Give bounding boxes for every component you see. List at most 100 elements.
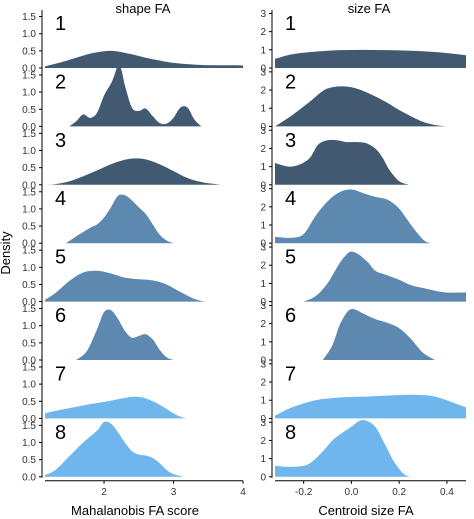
y-tick-label: 0 <box>260 180 266 191</box>
y-tick-label: 1 <box>260 221 266 232</box>
y-tick-label: 0.0 <box>22 472 36 483</box>
ridge-label-1: 1 <box>285 13 296 35</box>
y-tick-label: 1 <box>260 162 266 173</box>
y-tick-label: 1.5 <box>22 70 36 81</box>
y-tick-label: 1.5 <box>22 246 36 257</box>
ridge-label-7: 7 <box>55 363 66 385</box>
x-tick-label: 0.2 <box>392 487 406 498</box>
y-tick-label: 1.0 <box>22 146 36 157</box>
ridge-label-5: 5 <box>285 247 296 269</box>
y-tick-label: 0.0 <box>22 297 36 308</box>
density-area-5 <box>303 251 466 302</box>
density-area-2 <box>69 65 202 127</box>
ridge-label-3: 3 <box>55 130 66 152</box>
ridge-row-7: 0 1 2 3 7 <box>260 359 466 425</box>
y-tick-label: 0 <box>260 472 266 483</box>
y-tick-label: 2 <box>260 86 266 97</box>
y-tick-label: 1.0 <box>22 321 36 332</box>
y-tick-label: 0.0 <box>22 356 36 367</box>
density-area-2 <box>275 86 447 127</box>
x-tick-label: 2 <box>101 487 107 498</box>
y-tick-label: 3 <box>260 359 266 370</box>
y-tick-label: 1.0 <box>22 380 36 391</box>
density-area-3 <box>45 158 223 185</box>
density-area-4 <box>275 189 431 244</box>
y-tick-label: 2 <box>260 144 266 155</box>
ridge-label-8: 8 <box>285 422 296 444</box>
y-tick-label: 1 <box>260 396 266 407</box>
ridge-label-7: 7 <box>285 363 296 385</box>
y-tick-label: 2 <box>260 436 266 447</box>
ridge-label-4: 4 <box>285 188 296 210</box>
right-x-axis-label: Centroid size FA <box>318 503 414 518</box>
y-tick-label: 0.5 <box>22 338 36 349</box>
ridge-row-4: 0 1 2 3 4 <box>260 184 431 250</box>
density-area-4 <box>65 194 174 244</box>
left-panel-title: shape FA <box>116 1 171 16</box>
ridge-label-2: 2 <box>285 71 296 93</box>
density-area-8 <box>45 421 184 477</box>
y-tick-label: 0 <box>260 356 266 367</box>
left-panel: shape FA 0.00.51.01.5 10.00.51.01.5 20.00.… <box>22 1 246 518</box>
x-tick-label: -0.2 <box>295 487 313 498</box>
y-tick-label: 3 <box>260 301 266 312</box>
ridge-label-3: 3 <box>285 130 296 152</box>
y-tick-label: 1 <box>260 104 266 115</box>
ridge-row-3: 0 1 2 3 3 <box>260 126 409 191</box>
y-tick-label: 0.5 <box>22 397 36 408</box>
y-tick-label: 1.5 <box>22 304 36 315</box>
y-tick-label: 1.5 <box>22 12 36 23</box>
x-tick-label: 4 <box>240 487 246 498</box>
y-tick-label: 1.0 <box>22 204 36 215</box>
y-tick-label: 3 <box>260 126 266 137</box>
density-area-6 <box>322 308 435 360</box>
ridge-label-8: 8 <box>55 422 66 444</box>
y-tick-label: 0.0 <box>22 239 36 250</box>
y-tick-label: 0 <box>260 239 266 250</box>
y-tick-label: 1.0 <box>22 263 36 274</box>
y-tick-label: 1.0 <box>22 88 36 99</box>
y-tick-label: 0.0 <box>22 64 36 75</box>
ridge-row-8: 0 1 2 3 8 <box>260 418 412 483</box>
density-area-6 <box>76 309 174 360</box>
x-axis: 2 3 4 <box>45 480 246 498</box>
ridge-row-7: 0.0 0.5 1.0 1.5 7 <box>22 360 188 425</box>
ridge-row-2: 0.0 0.5 1.0 1.5 2 <box>22 65 202 133</box>
y-tick-label: 1 <box>260 454 266 465</box>
y-tick-label: 2 <box>260 378 266 389</box>
y-tick-label: 1 <box>260 337 266 348</box>
density-area-7 <box>275 394 466 419</box>
y-tick-label: 0 <box>260 64 266 75</box>
ridge-row-2: 0 1 2 3 2 <box>260 67 447 133</box>
y-tick-label: 2 <box>260 319 266 330</box>
ridge-label-1: 1 <box>55 13 66 35</box>
y-tick-label: 1 <box>260 279 266 290</box>
y-tick-label: 0.5 <box>22 280 36 291</box>
ridge-row-4: 0.0 0.5 1.0 1.5 4 <box>22 185 174 250</box>
density-area-7 <box>45 396 188 419</box>
y-tick-label: 0.5 <box>22 455 36 466</box>
y-tick-label: 2 <box>260 261 266 272</box>
ridge-label-5: 5 <box>55 247 66 269</box>
y-tick-label: 1 <box>260 45 266 56</box>
y-axis-label: Density <box>0 231 13 275</box>
x-axis: -0.2 0.0 0.2 0.4 <box>275 480 466 498</box>
ridge-label-6: 6 <box>55 305 66 327</box>
y-tick-label: 0.0 <box>22 414 36 425</box>
density-area-1 <box>275 49 466 68</box>
density-area-8 <box>275 420 412 477</box>
ridge-row-6: 0.0 0.5 1.0 1.5 6 <box>22 302 174 367</box>
right-panel-title: size FA <box>348 1 391 16</box>
density-area-1 <box>45 50 243 68</box>
density-area-5 <box>45 270 205 302</box>
y-tick-label: 2 <box>260 202 266 213</box>
shape-fa-ridges: 0.0 0.5 1.0 1.5 1 0.0 0.5 1.0 1.5 2 0.0 0.5 1.0 1.5 3 0… <box>22 10 246 498</box>
y-tick-label: 3 <box>260 67 266 78</box>
ridge-row-6: 0 1 2 3 6 <box>260 301 435 367</box>
y-tick-label: 1.5 <box>22 421 36 432</box>
ridge-label-2: 2 <box>55 71 66 93</box>
ridge-row-5: 0.0 0.5 1.0 1.5 5 <box>22 243 205 308</box>
